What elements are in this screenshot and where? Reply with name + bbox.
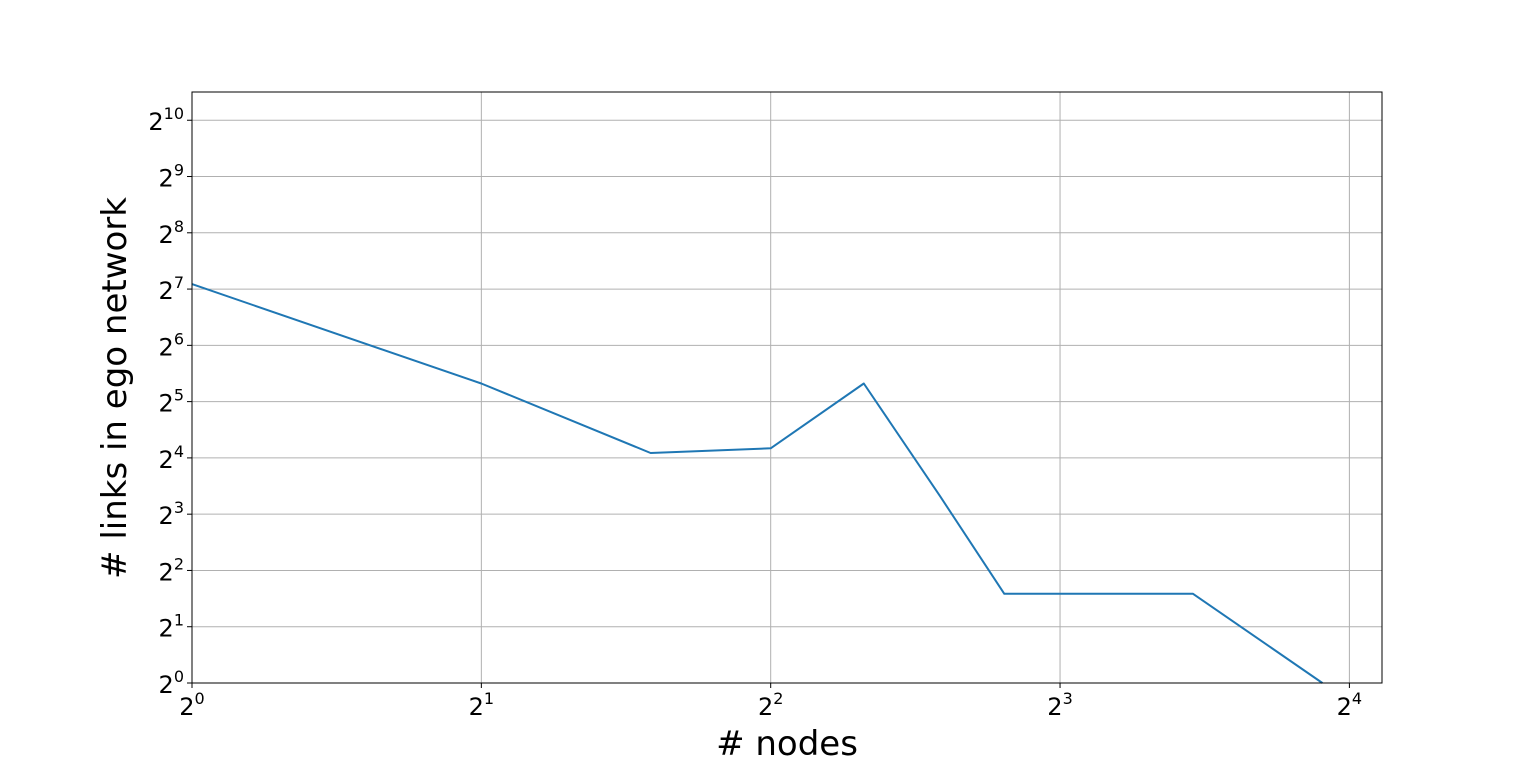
y-tick-base: 2 bbox=[159, 558, 174, 586]
x-tick-base: 2 bbox=[179, 693, 194, 721]
y-tick-exponent: 0 bbox=[174, 667, 184, 686]
y-tick-exponent: 2 bbox=[174, 554, 184, 573]
y-tick-label: 210 bbox=[148, 104, 184, 136]
y-tick-base: 2 bbox=[159, 390, 174, 418]
y-tick-base: 2 bbox=[159, 615, 174, 643]
x-tick-base: 2 bbox=[1047, 693, 1062, 721]
y-tick-base: 2 bbox=[159, 333, 174, 361]
y-tick-label: 27 bbox=[159, 273, 184, 305]
y-tick-base: 2 bbox=[159, 277, 174, 305]
x-tick-label: 21 bbox=[469, 689, 494, 721]
y-tick-exponent: 3 bbox=[174, 498, 184, 517]
plot-frame bbox=[191, 91, 1383, 684]
y-tick-exponent: 8 bbox=[174, 217, 184, 236]
y-tick-label: 25 bbox=[159, 386, 184, 418]
x-tick-label: 22 bbox=[758, 689, 783, 721]
y-tick-base: 2 bbox=[159, 221, 174, 249]
y-tick-exponent: 7 bbox=[174, 273, 184, 292]
x-tick-exponent: 4 bbox=[1352, 689, 1362, 708]
y-tick-exponent: 6 bbox=[174, 329, 184, 348]
x-tick-label: 23 bbox=[1047, 689, 1072, 721]
y-tick-base: 2 bbox=[159, 165, 174, 193]
y-tick-label: 28 bbox=[159, 217, 184, 249]
y-tick-label: 29 bbox=[159, 161, 184, 193]
y-tick-exponent: 5 bbox=[174, 386, 184, 405]
y-tick-base: 2 bbox=[159, 446, 174, 474]
x-tick-base: 2 bbox=[1337, 693, 1352, 721]
x-tick-label: 20 bbox=[179, 689, 204, 721]
x-tick-exponent: 0 bbox=[195, 689, 205, 708]
y-tick-exponent: 9 bbox=[174, 161, 184, 180]
x-tick-base: 2 bbox=[758, 693, 773, 721]
x-axis-label: # nodes bbox=[716, 724, 858, 764]
x-tick-exponent: 2 bbox=[773, 689, 783, 708]
y-tick-exponent: 1 bbox=[174, 611, 184, 630]
y-tick-base: 2 bbox=[159, 671, 174, 699]
x-tick-base: 2 bbox=[469, 693, 484, 721]
grid bbox=[191, 92, 1382, 684]
y-tick-label: 24 bbox=[159, 442, 184, 474]
y-tick-label: 23 bbox=[159, 498, 184, 530]
y-tick-exponent: 4 bbox=[174, 442, 184, 461]
y-tick-label: 26 bbox=[159, 329, 184, 361]
y-tick-label: 20 bbox=[159, 667, 184, 699]
y-axis-label: # links in ego network bbox=[95, 197, 135, 579]
series-layer bbox=[191, 283, 1323, 684]
y-tick-label: 22 bbox=[159, 554, 184, 586]
x-tick-label: 24 bbox=[1337, 689, 1362, 721]
series-line bbox=[191, 283, 1323, 684]
x-axis-ticks: 20 21 22 23 24 bbox=[179, 683, 1362, 721]
x-tick-exponent: 1 bbox=[484, 689, 494, 708]
y-tick-base: 2 bbox=[148, 108, 163, 136]
y-tick-exponent: 10 bbox=[164, 104, 184, 123]
y-tick-label: 21 bbox=[159, 611, 184, 643]
y-tick-base: 2 bbox=[159, 502, 174, 530]
x-tick-exponent: 3 bbox=[1063, 689, 1073, 708]
